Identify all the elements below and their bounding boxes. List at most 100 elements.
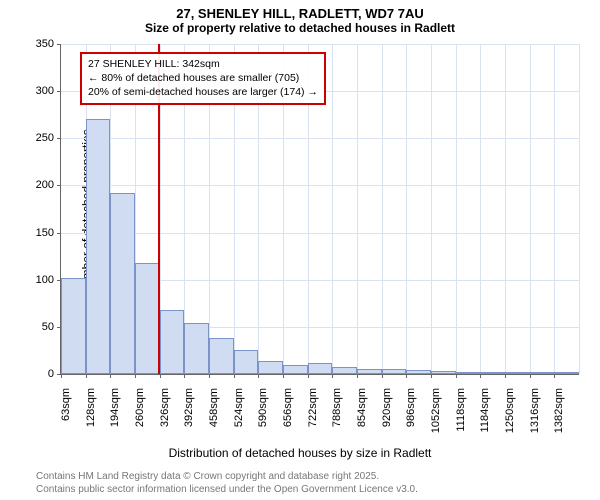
xtick-label: 128sqm	[85, 388, 97, 438]
ytick-label: 200	[14, 179, 54, 191]
xtick-label: 1184sqm	[479, 388, 491, 438]
annotation-line: 27 SHENLEY HILL: 342sqm	[88, 57, 318, 71]
xtick-mark	[480, 374, 481, 378]
xtick-mark	[283, 374, 284, 378]
ytick-label: 300	[14, 85, 54, 97]
xtick-label: 194sqm	[109, 388, 121, 438]
xtick-label: 260sqm	[134, 388, 146, 438]
ytick-label: 150	[14, 227, 54, 239]
chart-subtitle: Size of property relative to detached ho…	[0, 21, 600, 39]
histogram-bar	[431, 371, 456, 374]
xtick-mark	[456, 374, 457, 378]
gridline-v	[579, 44, 580, 374]
xtick-label: 392sqm	[183, 388, 195, 438]
histogram-bar	[209, 338, 234, 374]
gridline-v	[480, 44, 481, 374]
xtick-mark	[357, 374, 358, 378]
xtick-label: 63sqm	[60, 388, 72, 438]
footer-line: Contains HM Land Registry data © Crown c…	[36, 470, 418, 483]
gridline-v	[530, 44, 531, 374]
x-axis-label: Distribution of detached houses by size …	[0, 446, 600, 460]
xtick-mark	[406, 374, 407, 378]
xtick-mark	[110, 374, 111, 378]
xtick-label: 1118sqm	[455, 388, 467, 438]
xtick-mark	[431, 374, 432, 378]
histogram-bar	[160, 310, 185, 374]
annotation-line: ← 80% of detached houses are smaller (70…	[88, 71, 318, 85]
histogram-bar	[308, 363, 333, 374]
chart-container: 27, SHENLEY HILL, RADLETT, WD7 7AU Size …	[0, 0, 600, 500]
xtick-mark	[308, 374, 309, 378]
chart-title: 27, SHENLEY HILL, RADLETT, WD7 7AU	[0, 0, 600, 21]
ytick-mark	[57, 233, 61, 234]
gridline-h	[61, 233, 579, 234]
xtick-label: 986sqm	[405, 388, 417, 438]
xtick-label: 722sqm	[307, 388, 319, 438]
ytick-label: 350	[14, 38, 54, 50]
histogram-bar	[530, 372, 555, 374]
ytick-label: 250	[14, 132, 54, 144]
xtick-mark	[505, 374, 506, 378]
histogram-bar	[283, 365, 308, 374]
xtick-label: 1052sqm	[430, 388, 442, 438]
histogram-bar	[480, 372, 505, 374]
annotation-line: 20% of semi-detached houses are larger (…	[88, 85, 318, 99]
xtick-mark	[332, 374, 333, 378]
gridline-v	[456, 44, 457, 374]
xtick-label: 326sqm	[159, 388, 171, 438]
histogram-bar	[406, 370, 431, 374]
annotation-box: 27 SHENLEY HILL: 342sqm ← 80% of detache…	[80, 52, 326, 105]
gridline-v	[357, 44, 358, 374]
histogram-bar	[86, 119, 111, 374]
gridline-v	[406, 44, 407, 374]
xtick-label: 1250sqm	[504, 388, 516, 438]
xtick-label: 854sqm	[356, 388, 368, 438]
ytick-mark	[57, 185, 61, 186]
xtick-label: 458sqm	[208, 388, 220, 438]
histogram-bar	[456, 372, 481, 374]
gridline-h	[61, 138, 579, 139]
histogram-bar	[110, 193, 135, 374]
xtick-mark	[234, 374, 235, 378]
xtick-label: 656sqm	[282, 388, 294, 438]
footer-attribution: Contains HM Land Registry data © Crown c…	[36, 470, 418, 496]
xtick-mark	[86, 374, 87, 378]
histogram-bar	[234, 350, 259, 374]
xtick-label: 920sqm	[381, 388, 393, 438]
histogram-bar	[505, 372, 530, 374]
ytick-mark	[57, 138, 61, 139]
histogram-bar	[332, 367, 357, 374]
histogram-bar	[135, 263, 160, 374]
gridline-h	[61, 185, 579, 186]
xtick-mark	[209, 374, 210, 378]
ytick-label: 100	[14, 274, 54, 286]
xtick-label: 524sqm	[233, 388, 245, 438]
xtick-mark	[382, 374, 383, 378]
xtick-mark	[135, 374, 136, 378]
ytick-label: 50	[14, 321, 54, 333]
xtick-label: 788sqm	[331, 388, 343, 438]
xtick-mark	[530, 374, 531, 378]
xtick-label: 590sqm	[257, 388, 269, 438]
xtick-mark	[61, 374, 62, 378]
ytick-mark	[57, 91, 61, 92]
histogram-bar	[554, 372, 579, 374]
gridline-h	[61, 44, 579, 45]
gridline-v	[431, 44, 432, 374]
histogram-bar	[184, 323, 209, 374]
footer-line: Contains public sector information licen…	[36, 483, 418, 496]
xtick-mark	[160, 374, 161, 378]
histogram-bar	[61, 278, 86, 374]
gridline-v	[505, 44, 506, 374]
xtick-label: 1382sqm	[553, 388, 565, 438]
gridline-v	[554, 44, 555, 374]
xtick-mark	[554, 374, 555, 378]
xtick-mark	[258, 374, 259, 378]
histogram-bar	[258, 361, 283, 374]
ytick-mark	[57, 44, 61, 45]
xtick-mark	[184, 374, 185, 378]
gridline-v	[332, 44, 333, 374]
gridline-v	[382, 44, 383, 374]
xtick-label: 1316sqm	[529, 388, 541, 438]
ytick-label: 0	[14, 368, 54, 380]
